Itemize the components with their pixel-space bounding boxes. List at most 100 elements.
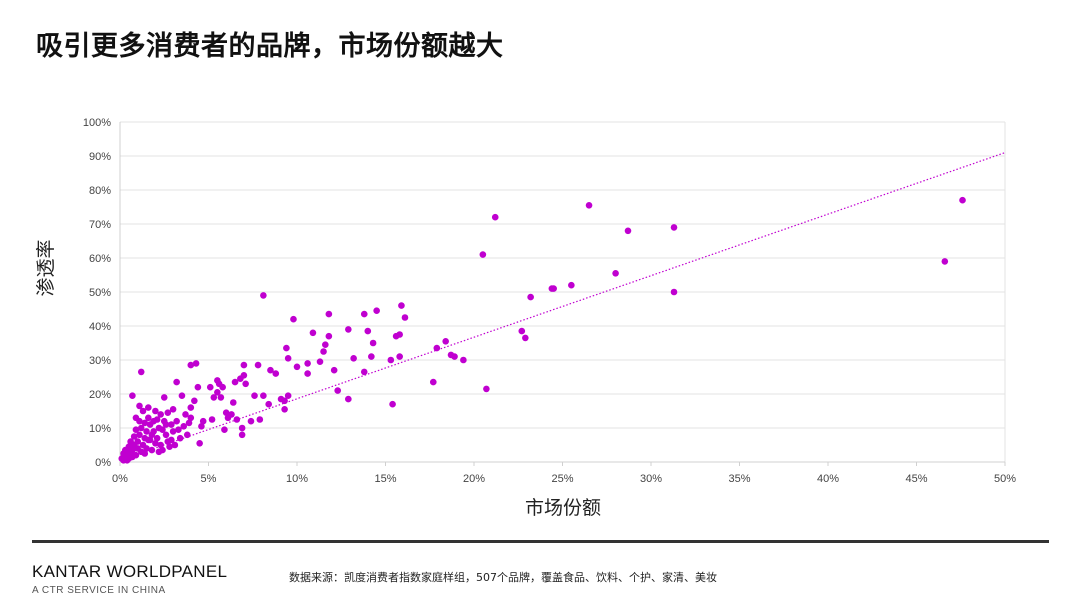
data-point bbox=[316, 358, 324, 366]
data-point bbox=[272, 370, 280, 377]
data-point bbox=[442, 338, 449, 345]
data-point bbox=[309, 329, 317, 337]
data-point bbox=[345, 326, 352, 333]
data-point bbox=[325, 332, 333, 340]
data-point bbox=[182, 411, 189, 418]
data-point bbox=[518, 327, 526, 335]
data-point bbox=[483, 385, 490, 393]
data-point bbox=[148, 431, 156, 439]
data-point bbox=[260, 392, 267, 400]
data-point bbox=[254, 361, 262, 369]
page-title: 吸引更多消费者的品牌，市场份额越大 bbox=[36, 31, 504, 62]
data-point bbox=[281, 406, 288, 413]
data-point bbox=[157, 441, 165, 449]
data-point bbox=[166, 443, 173, 451]
data-point bbox=[127, 438, 134, 445]
data-point bbox=[387, 356, 395, 364]
tick-labels: 0% 10% 20% 30% 40% 50% 60% 70% 80% 90% 100% 0% 5% 10%… bbox=[83, 117, 1016, 485]
data-point bbox=[176, 434, 184, 442]
gridlines bbox=[120, 121, 1006, 462]
x-tick-label: 50% bbox=[994, 473, 1016, 485]
data-point bbox=[178, 392, 186, 400]
data-point bbox=[360, 310, 368, 318]
data-point bbox=[522, 334, 529, 342]
data-point bbox=[129, 392, 136, 400]
data-point bbox=[392, 332, 400, 340]
data-point bbox=[624, 227, 632, 235]
data-point bbox=[146, 421, 154, 428]
y-tick-label: 90% bbox=[89, 151, 111, 163]
data-point bbox=[373, 307, 380, 315]
data-point bbox=[322, 341, 329, 349]
data-point bbox=[145, 414, 152, 422]
data-point bbox=[304, 360, 311, 367]
data-point bbox=[162, 421, 170, 428]
data-point bbox=[152, 440, 159, 447]
data-point bbox=[267, 366, 274, 374]
data-point bbox=[229, 399, 237, 406]
y-tick-label: 60% bbox=[89, 253, 111, 265]
data-point bbox=[265, 400, 272, 408]
data-point bbox=[290, 315, 297, 323]
data-point bbox=[208, 416, 216, 423]
data-point bbox=[325, 310, 333, 318]
x-tick-label: 0% bbox=[112, 473, 128, 485]
data-point bbox=[160, 394, 168, 401]
data-point bbox=[959, 196, 966, 204]
data-point bbox=[192, 360, 200, 367]
data-point bbox=[238, 431, 246, 439]
data-point bbox=[293, 363, 301, 371]
data-point bbox=[214, 389, 221, 396]
data-point bbox=[396, 353, 403, 360]
data-point bbox=[153, 416, 161, 423]
data-point bbox=[283, 344, 290, 352]
data-point bbox=[479, 251, 487, 258]
x-tick-label: 25% bbox=[551, 473, 573, 485]
data-point bbox=[157, 411, 165, 418]
y-axis-label: 渗透率 bbox=[35, 239, 57, 296]
data-point bbox=[330, 366, 338, 374]
data-point bbox=[169, 428, 177, 435]
data-point bbox=[185, 419, 193, 427]
data-point bbox=[231, 378, 239, 386]
y-tick-label: 50% bbox=[89, 287, 111, 299]
data-point bbox=[369, 339, 377, 347]
x-tick-label: 20% bbox=[463, 473, 485, 485]
data-point bbox=[247, 417, 255, 425]
x-tick-label: 30% bbox=[640, 473, 662, 485]
footer-divider bbox=[32, 540, 1049, 543]
data-point bbox=[206, 383, 214, 391]
x-tick-label: 10% bbox=[286, 473, 308, 485]
data-point bbox=[120, 450, 127, 457]
data-point bbox=[224, 414, 232, 422]
data-point bbox=[173, 378, 180, 386]
data-point bbox=[398, 302, 405, 309]
data-point bbox=[159, 446, 166, 454]
data-point bbox=[164, 438, 172, 445]
y-tick-label: 10% bbox=[89, 423, 111, 435]
data-point bbox=[118, 455, 126, 462]
x-tick-label: 45% bbox=[905, 473, 927, 485]
data-point bbox=[585, 202, 593, 209]
data-point bbox=[183, 431, 191, 439]
x-tick-label: 40% bbox=[817, 473, 839, 485]
data-point bbox=[175, 426, 182, 434]
data-point bbox=[187, 361, 195, 369]
data-point bbox=[320, 348, 327, 355]
data-point bbox=[670, 224, 678, 231]
data-point bbox=[240, 361, 248, 369]
y-tick-label: 70% bbox=[89, 219, 111, 231]
data-point bbox=[256, 416, 264, 423]
y-tick-label: 40% bbox=[89, 321, 111, 333]
data-point bbox=[345, 395, 352, 403]
data-point bbox=[284, 392, 292, 400]
data-point bbox=[433, 344, 441, 352]
scatter-chart: 0% 10% 20% 30% 40% 50% 60% 70% 80% 90% 100% 0% 5% 10%… bbox=[35, 117, 1016, 519]
data-point bbox=[284, 355, 292, 362]
data-point bbox=[350, 355, 357, 362]
data-point bbox=[429, 378, 437, 386]
data-point bbox=[360, 368, 368, 376]
data-point bbox=[491, 213, 499, 221]
trendline-group bbox=[119, 152, 1006, 461]
data-points bbox=[118, 196, 966, 464]
